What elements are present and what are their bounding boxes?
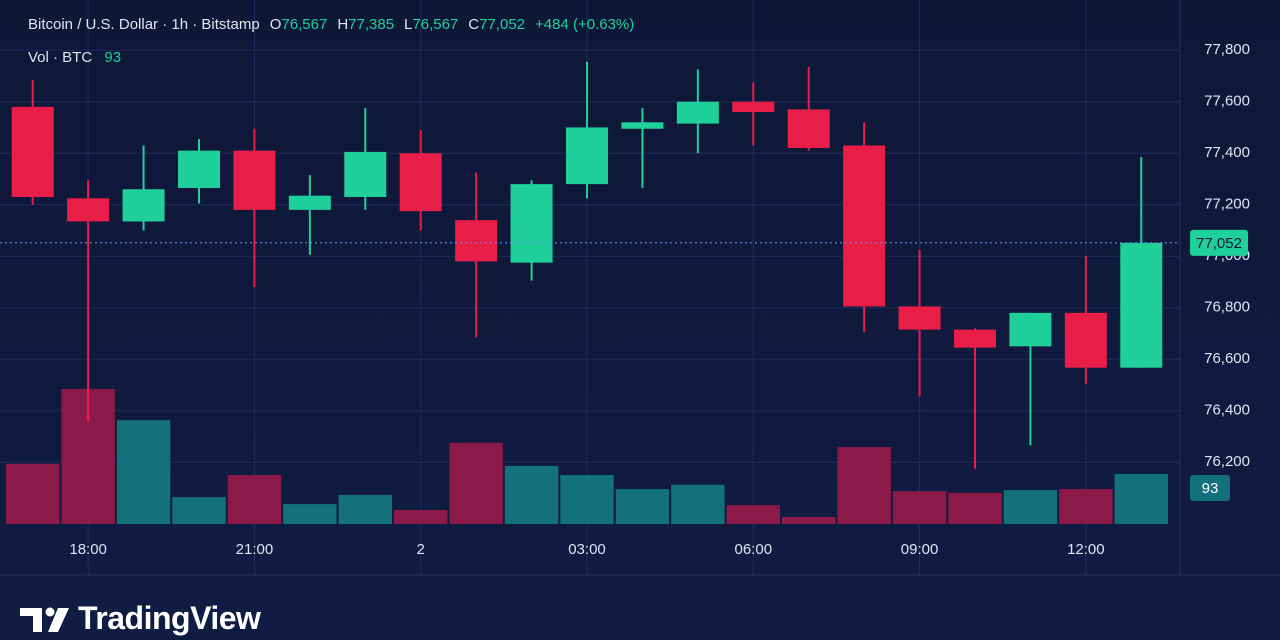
candle-body	[122, 189, 165, 222]
volume-name: Vol · BTC	[28, 49, 93, 66]
volume-bar	[948, 492, 1002, 524]
x-tick-label: 09:00	[901, 541, 939, 558]
candle-body	[178, 150, 220, 188]
x-tick-label: 21:00	[236, 541, 274, 558]
candle-body	[510, 184, 553, 263]
volume-bar	[1003, 490, 1058, 524]
volume-value: 93	[104, 49, 122, 66]
legend-value: 77,052	[479, 16, 526, 33]
candle-body	[67, 198, 110, 222]
volume-bar	[227, 475, 282, 524]
volume-bar	[560, 475, 614, 524]
legend-key: O	[269, 16, 282, 33]
volume-bar	[615, 489, 670, 524]
candle-body	[1120, 242, 1163, 368]
legend-change: +484 (+0.63%)	[535, 16, 635, 33]
y-tick-label: 76,400	[1204, 402, 1250, 419]
volume-bar	[283, 504, 337, 524]
candle-body	[732, 101, 775, 113]
y-tick-label: 76,800	[1204, 299, 1250, 316]
candle-body	[1009, 312, 1052, 347]
last-price-badge	[1190, 229, 1248, 256]
volume-bar	[892, 491, 947, 524]
brand-logo	[20, 607, 69, 632]
candle-body	[233, 150, 276, 210]
candle-body	[455, 220, 498, 262]
volume-bar	[837, 447, 891, 524]
volume-bar	[6, 463, 60, 524]
candle-body	[898, 306, 941, 330]
volume-bar	[1059, 489, 1113, 524]
candle-body	[288, 195, 331, 210]
candle-body	[566, 127, 608, 185]
volume-bar	[504, 465, 559, 524]
legend-key: L	[404, 16, 413, 33]
axis-layer: 76,20076,40076,60076,80077,00077,20077,4…	[0, 0, 1280, 576]
last-price-label: 77,052	[1196, 235, 1242, 252]
volume-badge-label: 93	[1202, 480, 1219, 497]
logo-shape	[48, 608, 69, 632]
volume-bar	[782, 517, 836, 524]
candle-body	[344, 151, 387, 197]
x-tick-label: 12:00	[1067, 541, 1105, 558]
symbol-title: Bitcoin / U.S. Dollar · 1h · Bitstamp	[28, 16, 260, 33]
candle-body	[399, 153, 442, 212]
volume-badge	[1190, 474, 1230, 501]
legend-key: C	[468, 16, 480, 33]
y-tick-label: 76,600	[1204, 350, 1250, 367]
volume-bar	[172, 497, 226, 524]
candle-body	[621, 122, 664, 129]
logo-shape	[20, 608, 42, 632]
volume-bar	[449, 442, 503, 524]
candle-body	[676, 101, 719, 124]
brand: TradingView	[78, 600, 261, 636]
y-tick-label: 77,200	[1204, 196, 1250, 213]
volume-layer	[6, 389, 1168, 524]
legend-key: H	[337, 16, 349, 33]
legend-value: 76,567	[412, 16, 459, 33]
volume-bar	[726, 505, 780, 524]
logo-shape	[45, 607, 55, 617]
volume-bar	[338, 494, 392, 524]
grid	[0, 0, 1180, 575]
volume-bar	[1114, 473, 1168, 524]
candle-body	[843, 145, 886, 307]
x-tick-label: 06:00	[735, 541, 773, 558]
candle-body	[787, 109, 830, 149]
x-tick-label: 2	[417, 541, 425, 558]
candle-body	[1064, 312, 1107, 368]
volume-bar	[671, 484, 725, 524]
volume-bar	[394, 510, 448, 524]
candle-body	[954, 329, 996, 348]
candle-body	[11, 106, 54, 197]
y-tick-label: 77,600	[1204, 93, 1250, 110]
legend-value: 77,385	[348, 16, 395, 33]
candle-layer	[11, 61, 1163, 469]
y-tick-label: 77,400	[1204, 144, 1250, 161]
x-tick-label: 18:00	[69, 541, 107, 558]
volume-bar	[116, 420, 171, 524]
x-tick-label: 03:00	[568, 541, 606, 558]
volume-legend: Vol · BTC 93	[28, 49, 121, 66]
y-tick-label: 77,800	[1204, 41, 1250, 58]
y-tick-label: 76,200	[1204, 453, 1250, 470]
legend-value: 76,567	[281, 16, 328, 33]
